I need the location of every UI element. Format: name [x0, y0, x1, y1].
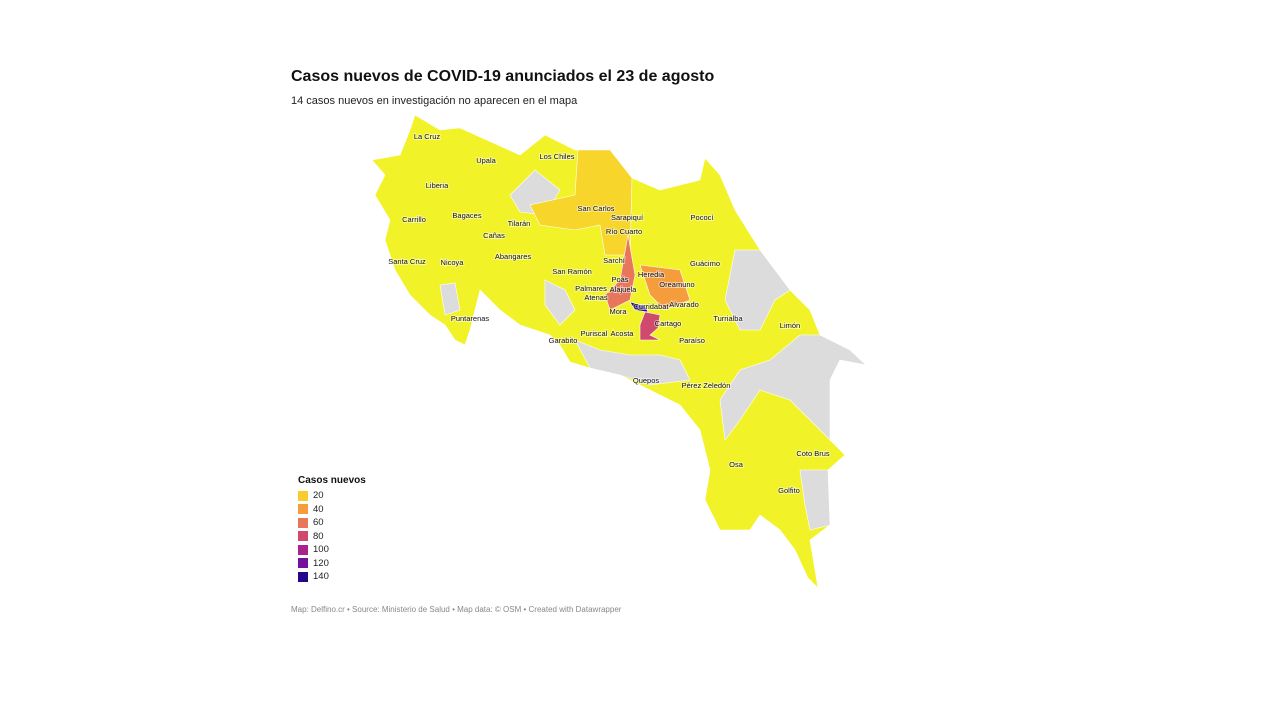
legend-item: 140: [298, 570, 366, 584]
legend-label: 120: [313, 557, 329, 569]
canton-label: Los Chiles: [539, 152, 574, 161]
legend-swatch: [298, 517, 308, 528]
canton-label: Nicoya: [441, 258, 465, 267]
legend-item: 100: [298, 543, 366, 557]
canton-label: Oreamuno: [659, 280, 694, 289]
legend-swatch: [298, 531, 308, 542]
canton-label: Golfito: [778, 486, 800, 495]
map-subtitle: 14 casos nuevos en investigación no apar…: [291, 95, 578, 107]
legend: Casos nuevos 20 40 60 80 100 120 140: [298, 475, 366, 584]
map-title: Casos nuevos de COVID-19 anunciados el 2…: [291, 68, 715, 85]
canton-label: Osa: [729, 460, 744, 469]
legend-item: 20: [298, 489, 366, 503]
canton-label: Pérez Zeledón: [682, 381, 731, 390]
canton-label: Alvarado: [669, 300, 699, 309]
canton-label: Puntarenas: [451, 314, 490, 323]
canton-label: San Carlos: [577, 204, 614, 213]
canton-label: Limón: [780, 321, 800, 330]
canton-label: Garabito: [549, 336, 578, 345]
canton-label: Tilarán: [508, 219, 531, 228]
legend-label: 80: [313, 530, 324, 542]
country-outline: [371, 114, 867, 589]
canton-label: Upala: [476, 156, 496, 165]
legend-swatch: [298, 558, 308, 569]
canton-label: Puriscal: [581, 329, 608, 338]
footer-credits: Map: Delfino.cr • Source: Ministerio de …: [291, 605, 622, 614]
canton-label: Pococí: [691, 213, 715, 222]
canton-label: Quepos: [633, 376, 660, 385]
legend-item: 40: [298, 503, 366, 517]
canton-label: Poás: [611, 275, 628, 284]
canton-label: La Cruz: [414, 132, 441, 141]
legend-label: 100: [313, 544, 329, 556]
canton-label: Heredia: [638, 270, 665, 279]
legend-label: 60: [313, 517, 324, 529]
canton-label: Abangares: [495, 252, 532, 261]
canton-label: Atenas: [584, 293, 608, 302]
legend-swatch: [298, 571, 308, 582]
legend-swatch: [298, 490, 308, 501]
canton-label: Sarchí: [603, 256, 626, 265]
legend-swatch: [298, 544, 308, 555]
canton-labels: La Cruz Upala Los Chiles Liberia San Carlos C…: [387, 131, 831, 496]
canton-label: Palmares: [575, 284, 607, 293]
canton-label: Cartago: [655, 319, 682, 328]
legend-item: 80: [298, 530, 366, 544]
legend-swatch: [298, 504, 308, 515]
canton-label: Río Cuarto: [606, 227, 642, 236]
legend-item: 60: [298, 516, 366, 530]
canton-label: Bagaces: [452, 211, 481, 220]
canton-label: Coto Brus: [796, 449, 830, 458]
orange-regions: [529, 149, 691, 341]
canton-label: Alajuela: [610, 285, 638, 294]
no-data-regions: [439, 169, 867, 531]
canton-label: Guácimo: [690, 259, 720, 268]
canton-label: Cañas: [483, 231, 505, 240]
canton-label: Sarapiquí: [611, 213, 644, 222]
canton-label: Carrillo: [402, 215, 426, 224]
canton-label: San Ramón: [552, 267, 592, 276]
canton-label: Liberia: [426, 181, 449, 190]
legend-label: 40: [313, 503, 324, 515]
canton-label: Turrialba: [713, 314, 743, 323]
legend-title: Casos nuevos: [298, 475, 366, 486]
canton-label: Curridabat: [633, 302, 669, 311]
legend-item: 120: [298, 557, 366, 571]
canton-label: Santa Cruz: [388, 257, 426, 266]
canton-label: Acosta: [611, 329, 635, 338]
canton-label: Paraíso: [679, 336, 705, 345]
legend-label: 140: [313, 571, 329, 583]
legend-label: 20: [313, 490, 324, 502]
canton-label: Mora: [609, 307, 627, 316]
